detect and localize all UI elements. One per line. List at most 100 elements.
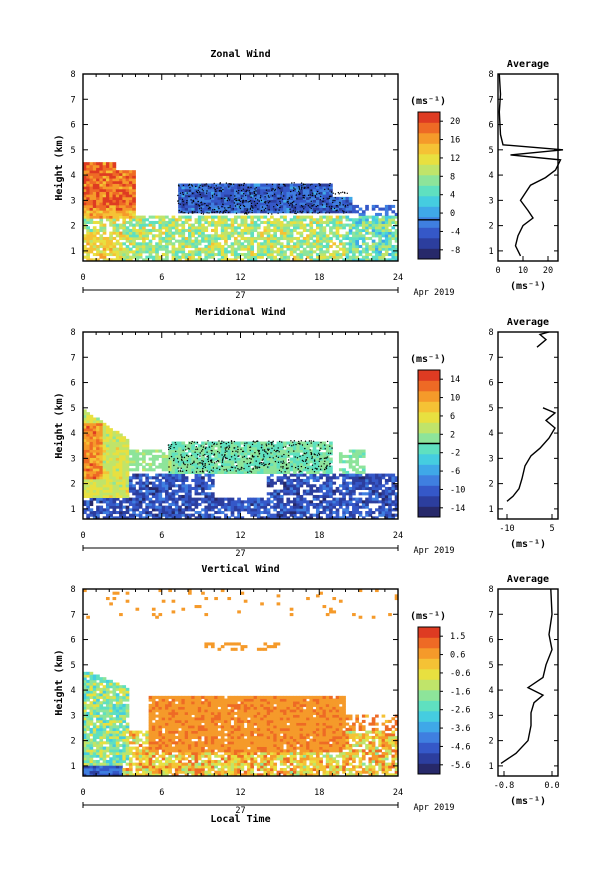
heatmap-cell — [260, 465, 264, 469]
heatmap-cell — [319, 454, 323, 458]
heatmap-cell — [128, 516, 133, 520]
contour-point — [284, 185, 286, 187]
heatmap-cell — [119, 242, 123, 246]
heatmap-cell — [122, 258, 127, 262]
heatmap-cell — [161, 484, 166, 488]
heatmap-cell — [338, 489, 343, 493]
heatmap-cell — [99, 438, 104, 442]
heatmap-cell — [243, 457, 248, 461]
heatmap-cell — [325, 457, 330, 461]
heatmap-cell — [240, 234, 245, 238]
heatmap-cell — [105, 428, 110, 432]
heatmap-cell — [132, 234, 136, 238]
heatmap-cell — [115, 250, 120, 254]
heatmap-cell — [174, 446, 179, 450]
heatmap-cell — [122, 188, 127, 192]
heatmap-cell — [273, 183, 277, 187]
heatmap-cell — [299, 478, 304, 482]
average-y-tick-label: 7 — [488, 95, 493, 105]
heatmap-cell — [279, 502, 284, 507]
heatmap-cell — [122, 470, 127, 474]
heatmap-cell — [109, 252, 113, 257]
heatmap-cell — [102, 164, 107, 168]
heatmap-cell — [165, 478, 169, 482]
contour-point — [263, 209, 265, 211]
heatmap-cell — [165, 481, 169, 485]
heatmap-cell — [112, 188, 117, 192]
heatmap-cell — [233, 207, 238, 211]
contour-point — [262, 462, 265, 464]
heatmap-cell — [240, 242, 245, 246]
heatmap-cell — [388, 215, 392, 219]
heatmap-cell — [191, 234, 195, 238]
heatmap-cell — [201, 236, 205, 241]
contour-point — [263, 201, 266, 203]
heatmap-cell — [181, 473, 186, 477]
heatmap-cell — [256, 470, 261, 474]
heatmap-cell — [171, 516, 176, 520]
heatmap-cell — [181, 204, 186, 208]
heatmap-cell — [237, 252, 241, 257]
heatmap-cell — [174, 502, 179, 507]
heatmap-cell — [96, 422, 100, 426]
contour-point — [236, 203, 238, 205]
heatmap-cell — [96, 508, 100, 512]
heatmap-cell — [89, 462, 94, 466]
contour-point — [191, 212, 193, 214]
heatmap-cell — [312, 204, 317, 208]
heatmap-cell — [151, 462, 156, 466]
heatmap-cell — [273, 470, 277, 474]
heatmap-cell — [105, 513, 110, 517]
heatmap-cell — [332, 258, 337, 262]
heatmap-cell — [112, 481, 117, 485]
heatmap-cell — [355, 468, 360, 472]
heatmap-cell — [181, 247, 186, 251]
heatmap-cell — [151, 223, 156, 227]
heatmap-cell — [263, 441, 268, 445]
heatmap-cell — [358, 486, 363, 491]
heatmap-cell — [168, 470, 172, 474]
heatmap-cell — [371, 255, 376, 259]
heatmap-cell — [165, 247, 169, 251]
heatmap-cell — [315, 494, 320, 499]
heatmap-cell — [371, 231, 376, 235]
heatmap-cell — [319, 242, 323, 246]
heatmap-cell — [109, 510, 113, 515]
heatmap-cell — [142, 516, 146, 520]
heatmap-cell — [243, 465, 248, 469]
heatmap-cell — [322, 220, 327, 224]
heatmap-cell — [197, 486, 202, 491]
heatmap-cell — [237, 255, 241, 259]
heatmap-cell — [266, 231, 271, 235]
heatmap-cell — [83, 494, 87, 499]
heatmap-cell — [86, 191, 90, 195]
heatmap-cell — [286, 516, 291, 520]
heatmap-cell — [312, 470, 317, 474]
heatmap-cell — [128, 172, 133, 176]
heatmap-cell — [201, 207, 205, 211]
heatmap-cell — [178, 486, 182, 491]
heatmap-cell — [279, 236, 284, 241]
heatmap-cell — [83, 460, 87, 464]
heatmap-cell — [99, 228, 104, 233]
heatmap-cell — [243, 500, 248, 504]
heatmap-cell — [250, 183, 255, 187]
heatmap-cell — [270, 234, 274, 238]
heatmap-cell — [375, 484, 379, 488]
heatmap-cell — [197, 484, 202, 488]
heatmap-cell — [119, 223, 123, 227]
heatmap-cell — [283, 207, 287, 211]
heatmap-cell — [329, 231, 333, 235]
heatmap-cell — [132, 210, 136, 214]
heatmap-cell — [289, 199, 294, 203]
heatmap-cell — [145, 258, 150, 262]
heatmap-cell — [233, 452, 238, 456]
heatmap-cell — [89, 481, 94, 485]
heatmap-cell — [115, 438, 120, 442]
heatmap-cell — [125, 228, 130, 233]
heatmap-cell — [99, 180, 104, 184]
contour-point — [301, 186, 303, 189]
heatmap-cell — [247, 226, 251, 230]
heatmap-cell — [168, 510, 172, 515]
